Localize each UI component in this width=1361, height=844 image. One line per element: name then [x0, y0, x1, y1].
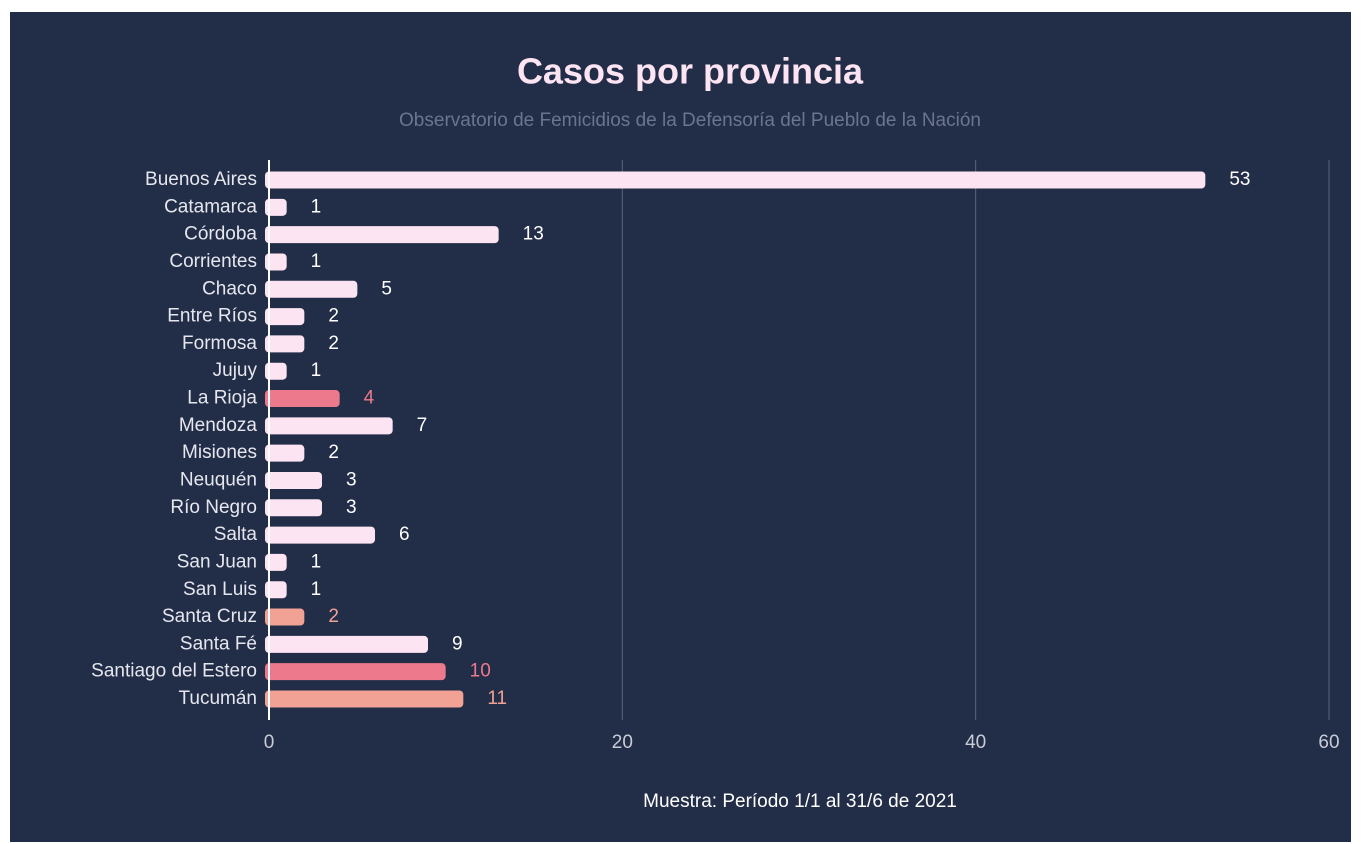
bar	[265, 663, 446, 681]
y-tick-label: Salta	[214, 524, 258, 545]
bar	[265, 499, 322, 517]
bar	[265, 581, 287, 599]
bar	[265, 362, 287, 380]
y-tick-label: La Rioja	[187, 388, 257, 409]
data-label: 5	[381, 278, 392, 299]
data-label: 1	[311, 551, 322, 572]
data-label: 1	[311, 579, 322, 600]
y-tick-label: Río Negro	[170, 497, 257, 518]
data-label: 1	[311, 360, 322, 381]
chart-background	[10, 12, 1351, 842]
bar	[265, 253, 287, 271]
y-tick-label: Santiago del Estero	[91, 661, 257, 682]
data-label: 2	[328, 306, 339, 327]
y-tick-label: Buenos Aires	[145, 169, 257, 190]
bar	[265, 171, 1206, 189]
bar	[265, 390, 340, 408]
data-label: 2	[328, 606, 339, 627]
data-label: 3	[346, 469, 357, 490]
data-label: 10	[470, 661, 491, 682]
y-tick-label: San Juan	[177, 551, 257, 572]
bar	[265, 444, 305, 462]
bar	[265, 608, 305, 626]
bar	[265, 526, 375, 544]
data-label: 6	[399, 524, 410, 545]
data-label: 9	[452, 633, 463, 654]
bar	[265, 280, 358, 298]
data-label: 11	[487, 688, 507, 709]
y-tick-label: Jujuy	[213, 360, 258, 381]
data-label: 13	[523, 224, 544, 245]
data-label: 4	[364, 388, 375, 409]
y-tick-label: Misiones	[182, 442, 257, 463]
bar	[265, 198, 287, 216]
bar	[265, 471, 322, 489]
bar	[265, 553, 287, 571]
data-label: 53	[1229, 169, 1250, 190]
x-tick-label: 0	[264, 732, 275, 753]
x-tick-label: 20	[612, 732, 633, 753]
y-tick-label: Entre Ríos	[167, 306, 257, 327]
x-tick-label: 40	[965, 732, 986, 753]
chart-subtitle: Observatorio de Femicidios de la Defenso…	[399, 110, 981, 131]
y-tick-label: San Luis	[183, 579, 257, 600]
y-tick-label: Corrientes	[169, 251, 257, 272]
y-tick-label: Catamarca	[164, 196, 257, 217]
data-label: 7	[417, 415, 428, 436]
y-tick-label: Tucumán	[179, 688, 258, 709]
bar	[265, 226, 499, 244]
y-tick-label: Chaco	[202, 278, 257, 299]
x-axis-title: Muestra: Período 1/1 al 31/6 de 2021	[643, 791, 957, 812]
y-tick-label: Santa Cruz	[162, 606, 257, 627]
data-label: 3	[346, 497, 357, 518]
bar	[265, 635, 428, 653]
y-tick-label: Mendoza	[179, 415, 258, 436]
y-tick-label: Santa Fé	[180, 633, 257, 654]
bar	[265, 417, 393, 435]
y-tick-label: Formosa	[182, 333, 257, 354]
y-tick-label: Córdoba	[184, 224, 257, 245]
bar	[265, 308, 305, 326]
chart-title: Casos por provincia	[517, 51, 864, 92]
x-tick-label: 60	[1318, 732, 1339, 753]
data-label: 2	[328, 333, 339, 354]
y-tick-label: Neuquén	[180, 469, 257, 490]
data-label: 2	[328, 442, 339, 463]
data-label: 1	[311, 251, 322, 272]
bar	[265, 690, 464, 708]
bar	[265, 335, 305, 353]
data-label: 1	[311, 196, 322, 217]
